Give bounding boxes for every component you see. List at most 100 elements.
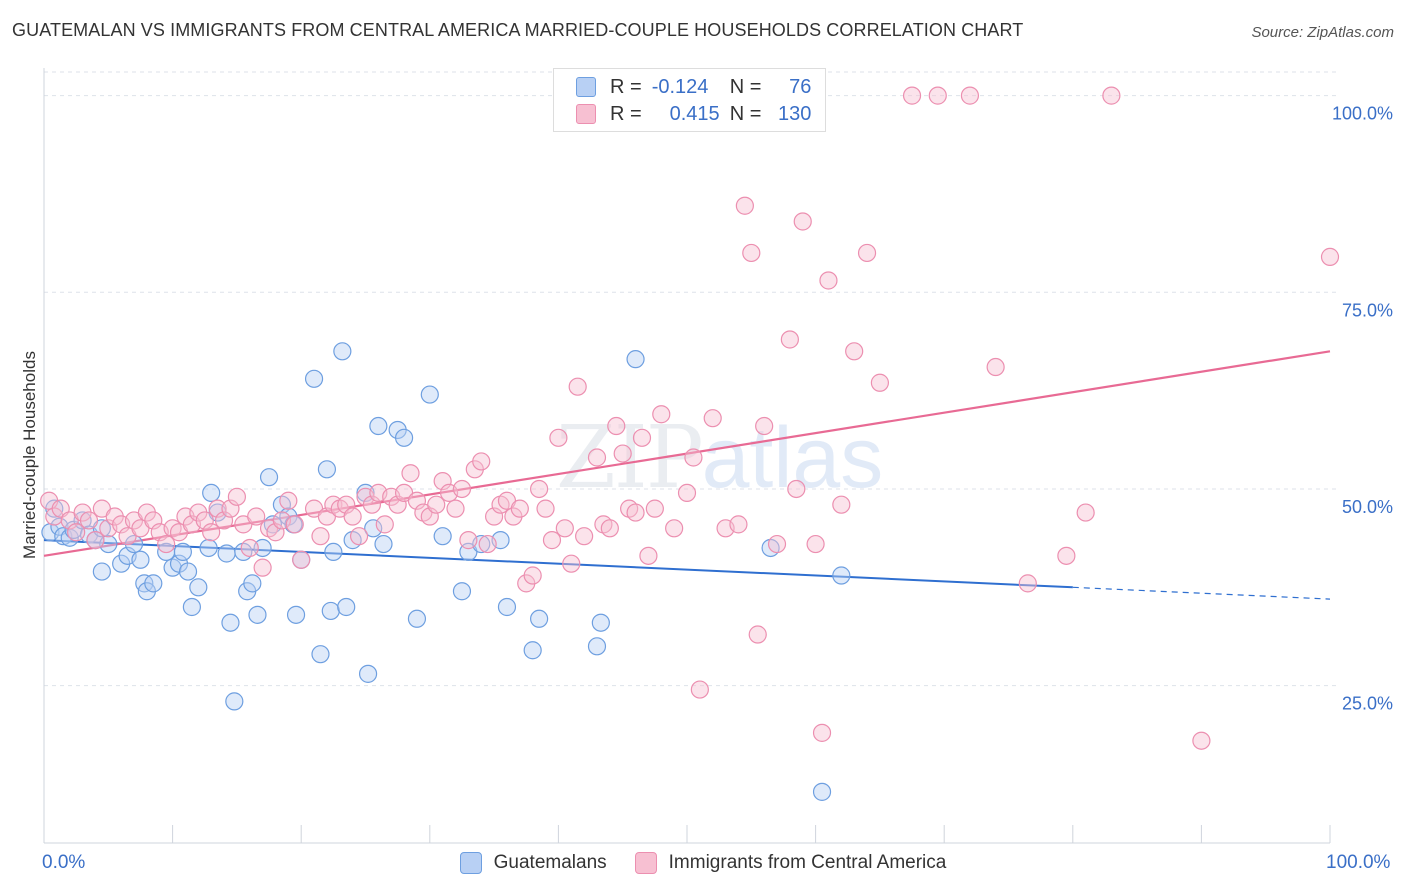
- point-guatemalans: [317, 460, 337, 479]
- point-immigrants: [665, 519, 684, 538]
- point-immigrants: [427, 495, 446, 514]
- point-immigrants: [221, 499, 240, 518]
- point-guatemalans: [199, 538, 218, 558]
- gridlines: [44, 71, 1336, 687]
- point-immigrants: [857, 243, 877, 263]
- r-value: 0.415: [669, 102, 720, 125]
- point-guatemalans: [626, 350, 645, 369]
- point-immigrants: [530, 479, 549, 499]
- point-immigrants: [632, 428, 652, 447]
- n-label: N =: [729, 75, 762, 98]
- point-guatemalans: [286, 605, 306, 624]
- point-immigrants: [986, 357, 1005, 377]
- point-guatemalans: [92, 562, 111, 581]
- point-immigrants: [755, 416, 774, 436]
- point-immigrants: [195, 511, 214, 530]
- axes: [43, 68, 1331, 844]
- point-guatemalans: [452, 582, 472, 601]
- stats-row-guatemalans: R = -0.124 N = 76: [576, 73, 811, 101]
- point-immigrants: [343, 507, 362, 526]
- point-immigrants: [845, 342, 864, 361]
- point-guatemalans: [832, 566, 851, 585]
- point-guatemalans: [587, 637, 607, 656]
- point-guatemalans: [259, 468, 279, 487]
- point-immigrants: [1320, 247, 1340, 266]
- y-tick-label: 50.0%: [1342, 497, 1393, 517]
- y-tick-label: 100.0%: [1332, 104, 1393, 124]
- legend-item-guatemalans: Guatemalans: [459, 852, 607, 874]
- point-guatemalans: [337, 597, 356, 617]
- point-immigrants: [67, 523, 86, 542]
- point-immigrants: [227, 487, 246, 506]
- point-immigrants: [388, 495, 407, 514]
- point-immigrants: [279, 491, 298, 510]
- point-guatemalans: [189, 578, 208, 597]
- point-immigrants: [652, 405, 671, 424]
- point-guatemalans: [225, 692, 244, 711]
- point-guatemalans: [358, 664, 378, 683]
- point-immigrants: [311, 527, 330, 546]
- point-guatemalans: [433, 527, 452, 546]
- point-immigrants: [568, 377, 587, 396]
- point-immigrants: [202, 523, 221, 542]
- point-immigrants: [478, 534, 497, 554]
- y-tick-label: 25.0%: [1342, 694, 1393, 714]
- point-immigrants: [960, 86, 980, 105]
- point-guatemalans: [356, 483, 375, 503]
- point-immigrants: [748, 625, 767, 644]
- point-immigrants: [767, 534, 787, 554]
- point-immigrants: [452, 479, 472, 499]
- point-immigrants: [793, 212, 812, 231]
- legend-label: Immigrants from Central America: [668, 852, 947, 873]
- trend-line-guatemalans: [43, 539, 1073, 589]
- r-label: R =: [610, 75, 642, 98]
- point-immigrants: [1057, 546, 1076, 565]
- point-immigrants: [292, 550, 311, 569]
- point-immigrants: [902, 86, 922, 105]
- source-credit: Source: ZipAtlas.com: [1251, 24, 1394, 41]
- point-guatemalans: [248, 605, 267, 624]
- point-immigrants: [729, 515, 748, 534]
- point-immigrants: [928, 86, 947, 105]
- point-immigrants: [144, 511, 163, 530]
- point-immigrants: [542, 531, 562, 550]
- blue-swatch: [576, 77, 596, 97]
- point-immigrants: [208, 499, 227, 518]
- point-immigrants: [86, 531, 105, 550]
- point-immigrants: [407, 491, 427, 510]
- point-guatemalans: [591, 613, 610, 632]
- series-legend: Guatemalans Immigrants from Central Amer…: [0, 852, 1406, 874]
- point-immigrants: [1018, 574, 1037, 593]
- legend-label: Guatemalans: [493, 852, 607, 873]
- point-immigrants: [266, 523, 285, 542]
- point-immigrants: [1076, 503, 1095, 522]
- n-value: 130: [778, 102, 812, 125]
- trend-line-immigrants: [43, 350, 1331, 557]
- point-immigrants: [1102, 86, 1121, 105]
- point-immigrants: [742, 243, 761, 263]
- point-immigrants: [375, 515, 394, 534]
- point-immigrants: [549, 428, 568, 447]
- legend-item-immigrants: Immigrants from Central America: [634, 852, 947, 874]
- point-immigrants: [472, 452, 491, 471]
- chart-title: GUATEMALAN VS IMMIGRANTS FROM CENTRAL AM…: [12, 20, 1024, 40]
- point-immigrants: [536, 499, 555, 518]
- point-immigrants: [607, 416, 626, 436]
- point-guatemalans: [304, 369, 324, 388]
- point-immigrants: [401, 464, 420, 483]
- watermark-atlas: atlas: [701, 410, 884, 506]
- point-immigrants: [446, 499, 465, 518]
- point-immigrants: [626, 503, 645, 522]
- point-immigrants: [285, 515, 304, 534]
- point-immigrants: [870, 373, 890, 392]
- point-guatemalans: [369, 416, 388, 436]
- point-immigrants: [562, 554, 581, 573]
- point-guatemalans: [374, 534, 393, 554]
- blue-swatch: [459, 852, 482, 874]
- point-immigrants: [613, 444, 632, 463]
- point-immigrants: [79, 511, 99, 530]
- point-immigrants: [600, 519, 619, 538]
- x-tick-label-min: 0.0%: [42, 852, 86, 873]
- point-guatemalans: [394, 428, 414, 447]
